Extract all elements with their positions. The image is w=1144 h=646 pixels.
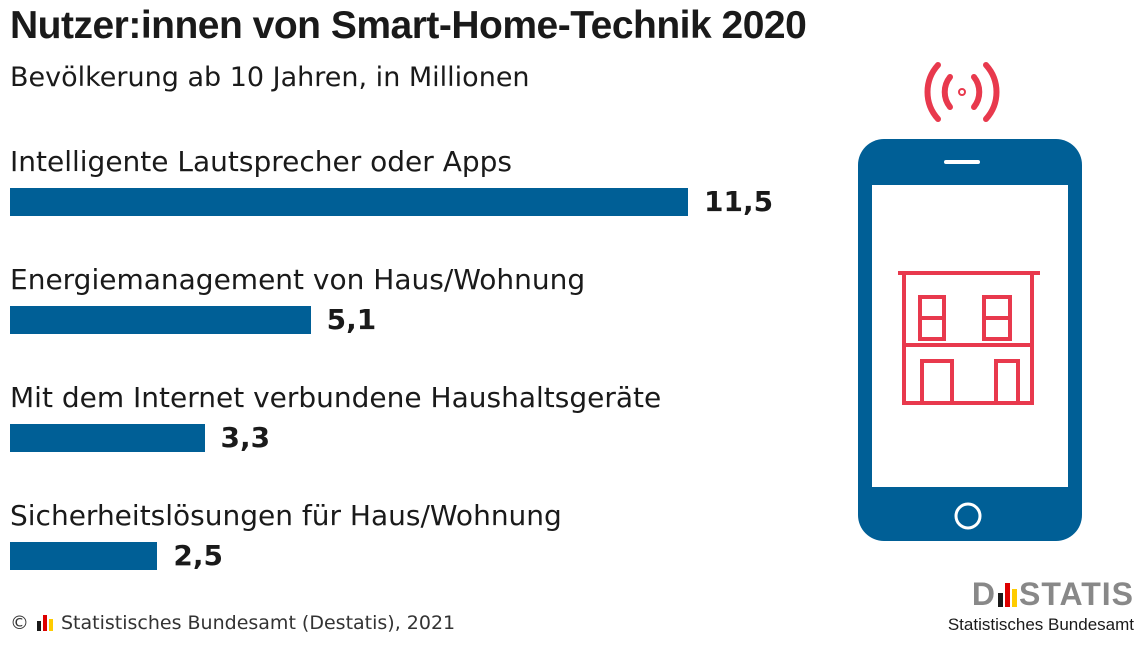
destatis-mini-logo-icon xyxy=(37,615,53,631)
bar-value-label: 2,5 xyxy=(173,539,223,572)
bar-value-label: 3,3 xyxy=(220,421,271,454)
bar xyxy=(10,424,205,452)
bar-chart: Intelligente Lautsprecher oder Apps 11,5 E… xyxy=(10,145,774,572)
smartphone-icon xyxy=(858,62,1082,541)
house-icon xyxy=(898,271,1040,405)
copyright-symbol: © xyxy=(10,612,29,634)
bar-value-label: 11,5 xyxy=(704,185,774,218)
destatis-logo: D STATIS Statistisches Bundesamt xyxy=(948,576,1134,635)
bar-value-label: 5,1 xyxy=(326,303,377,336)
bar xyxy=(10,188,688,216)
chart-title: Nutzer:innen von Smart-Home-Technik 2020 xyxy=(10,4,807,47)
logo-letter-d: D xyxy=(971,576,996,612)
category-label: Intelligente Lautsprecher oder Apps xyxy=(10,145,512,178)
category-label: Mit dem Internet verbundene Haushaltsger… xyxy=(10,381,662,414)
logo-subtitle: Statistisches Bundesamt xyxy=(947,615,1134,634)
bar xyxy=(10,542,158,570)
category-label: Energiemanagement von Haus/Wohnung xyxy=(10,263,586,296)
bar xyxy=(10,306,311,334)
category-label: Sicherheitslösungen für Haus/Wohnung xyxy=(10,499,562,532)
logo-wordmark: STATIS xyxy=(1018,576,1134,612)
logo-flag-icon xyxy=(997,582,1017,607)
source-text: Statistisches Bundesamt (Destatis), 2021 xyxy=(61,612,456,634)
chart-subtitle: Bevölkerung ab 10 Jahren, in Millionen xyxy=(10,62,530,93)
signal-icon xyxy=(924,62,1000,122)
source-footer: © Statistisches Bundesamt (Destatis), 20… xyxy=(10,612,455,634)
